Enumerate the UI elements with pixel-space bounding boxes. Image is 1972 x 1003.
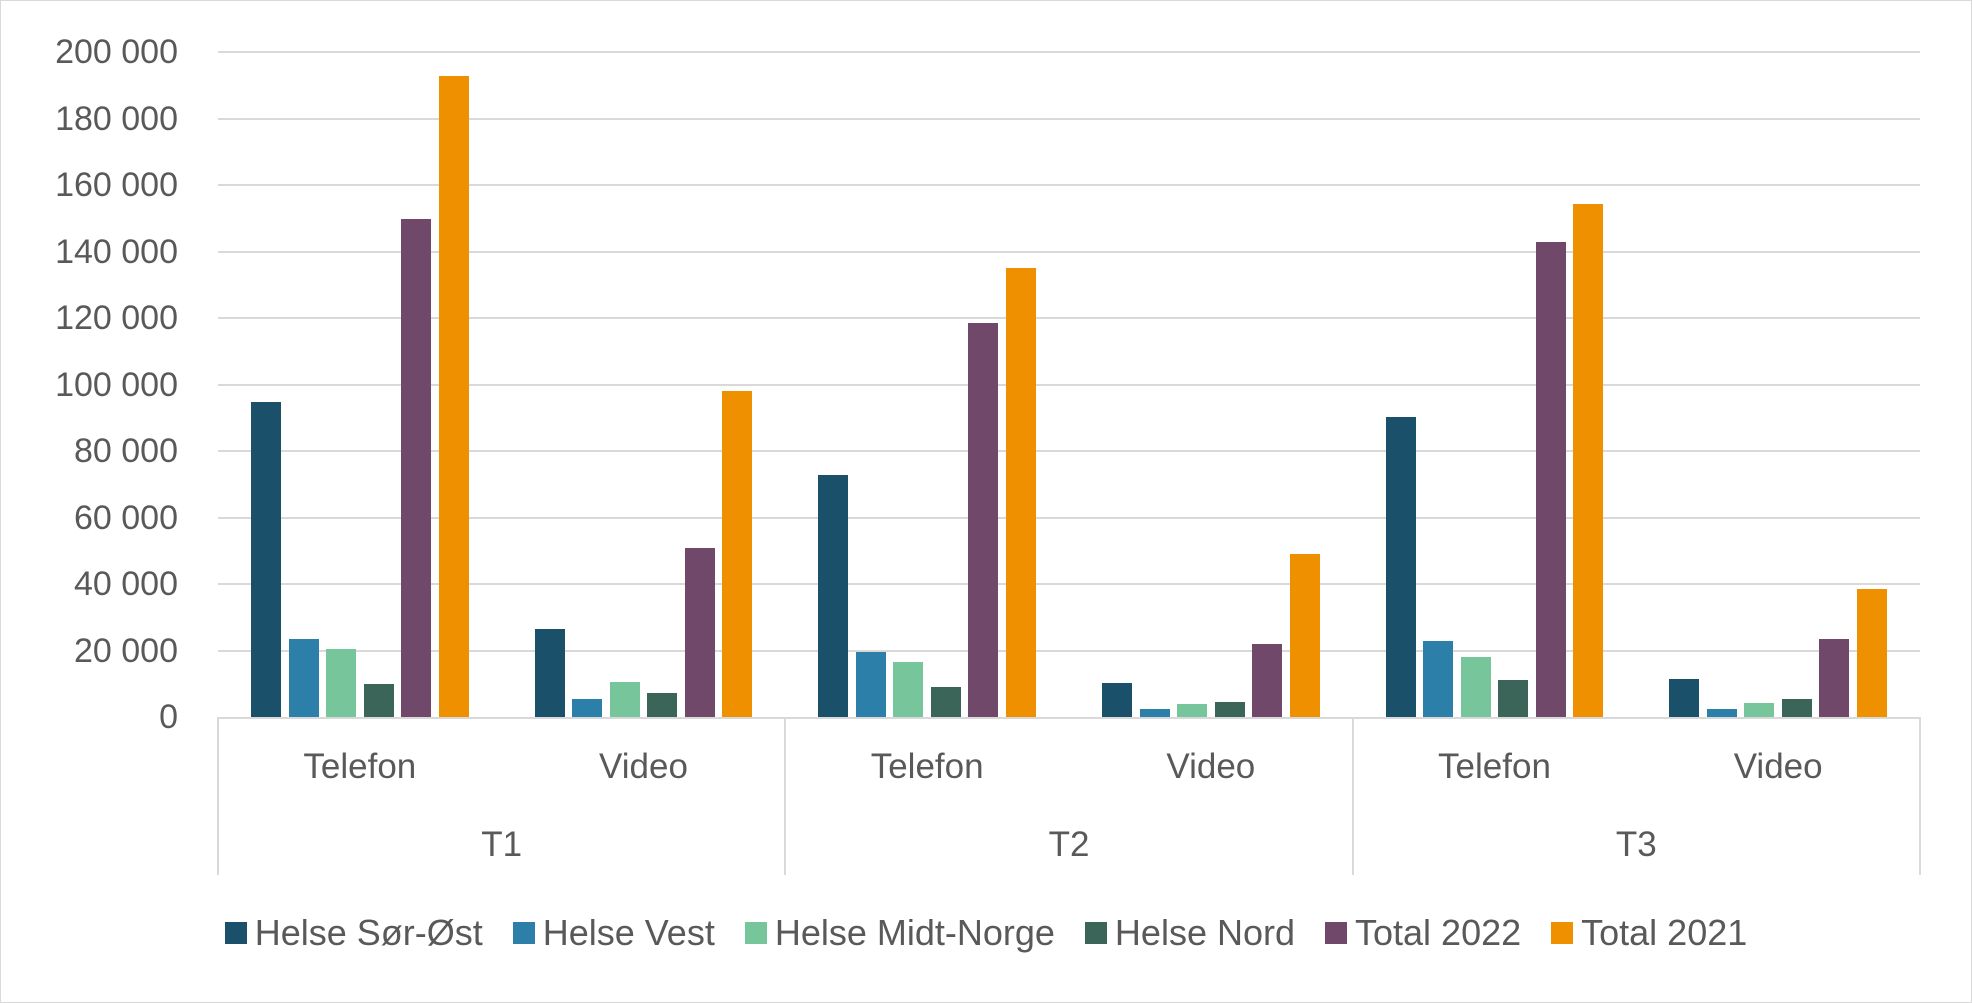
- gridline: [218, 649, 1920, 652]
- bar: [968, 323, 999, 717]
- y-tick-label: 80 000: [74, 432, 178, 470]
- group-separator: [1919, 717, 1921, 875]
- bar: [288, 638, 319, 717]
- bar: [1669, 679, 1700, 717]
- bar: [401, 219, 432, 717]
- y-tick-label: 100 000: [55, 365, 178, 404]
- bar: [1498, 680, 1529, 717]
- bar: [684, 548, 715, 717]
- gridline: [218, 317, 1920, 319]
- bar: [1744, 703, 1775, 717]
- legend-item: Helse Vest: [512, 912, 715, 954]
- plot-area: [218, 51, 1920, 717]
- bar: [1139, 709, 1170, 717]
- bar: [1214, 701, 1245, 717]
- legend-label: Helse Sør-Øst: [254, 912, 483, 953]
- bar: [572, 699, 603, 717]
- bar: [1819, 638, 1850, 717]
- legend-item: Helse Nord: [1084, 912, 1295, 954]
- bar: [1535, 241, 1566, 717]
- y-tick-label: 120 000: [55, 299, 178, 337]
- legend-item: Helse Midt-Norge: [744, 912, 1055, 954]
- x-tick-label: Video: [1733, 747, 1823, 786]
- group-separator: [217, 717, 219, 875]
- x-tick-label: Video: [1166, 747, 1256, 786]
- bar: [818, 474, 849, 717]
- y-tick-label: 20 000: [74, 631, 178, 670]
- legend-item: Helse Sør-Øst: [224, 912, 483, 954]
- bar: [251, 402, 282, 717]
- legend-swatch-icon: [1325, 922, 1347, 944]
- gridline: [218, 450, 1920, 452]
- legend-label: Helse Midt-Norge: [774, 912, 1055, 953]
- x-group-label: T3: [1615, 825, 1657, 864]
- y-tick-label: 160 000: [55, 166, 178, 204]
- y-tick-label: 40 000: [74, 565, 178, 603]
- bar: [326, 648, 357, 717]
- bar: [363, 684, 394, 717]
- x-tick-label: Video: [599, 747, 688, 786]
- legend-label: Helse Vest: [542, 912, 715, 953]
- legend-label: Total 2021: [1581, 912, 1748, 953]
- x-axis-baseline: [218, 717, 1920, 719]
- y-tick-label: 0: [159, 698, 178, 736]
- group-separator: [1351, 717, 1354, 875]
- y-tick-label: 200 000: [55, 33, 178, 71]
- gridline: [218, 250, 1920, 253]
- bar: [647, 692, 678, 717]
- y-tick-label: 140 000: [55, 232, 178, 271]
- gridline: [218, 117, 1920, 120]
- bar: [1005, 267, 1036, 717]
- legend-item: Total 2021: [1551, 912, 1747, 954]
- legend-swatch-icon: [1551, 922, 1574, 944]
- legend-swatch-icon: [512, 922, 535, 944]
- x-tick-label: Telefon: [870, 747, 984, 786]
- x-tick-label: Telefon: [303, 747, 417, 786]
- gridline: [218, 184, 1920, 186]
- y-tick-label: 60 000: [74, 498, 178, 537]
- bar: [1289, 554, 1320, 717]
- gridline: [218, 383, 1920, 386]
- gridline: [218, 516, 1920, 519]
- bar: [1781, 699, 1812, 717]
- bar: [893, 662, 924, 717]
- x-group-label: T1: [481, 825, 523, 864]
- x-axis: Telefon Video Telefon Video Telefon Video T1 T2…: [217, 717, 1921, 875]
- bar: [1177, 703, 1208, 717]
- legend-label: Total 2022: [1355, 912, 1522, 953]
- bar: [1573, 203, 1604, 717]
- bar: [1385, 416, 1416, 717]
- bar: [1460, 657, 1491, 717]
- legend-item: Total 2022: [1325, 912, 1521, 954]
- bar: [534, 628, 565, 717]
- legend-label: Helse Nord: [1114, 912, 1295, 953]
- bar: [1423, 640, 1454, 717]
- bar-series: [218, 52, 1920, 717]
- bar: [930, 687, 961, 717]
- bar: [855, 652, 886, 717]
- gridline: [218, 51, 1920, 53]
- bar: [438, 76, 469, 717]
- bar: [1706, 708, 1737, 717]
- bar: [1856, 589, 1887, 717]
- bar: [1252, 644, 1283, 717]
- legend-swatch-icon: [224, 922, 247, 944]
- legend: Helse Sør-Øst Helse Vest Helse Midt-Norge H…: [0, 912, 1972, 954]
- x-tick-label: Telefon: [1438, 747, 1551, 786]
- x-group-label: T2: [1048, 825, 1090, 864]
- legend-swatch-icon: [744, 922, 767, 944]
- bar: [609, 681, 640, 717]
- group-separator: [784, 717, 787, 875]
- bar: [1102, 683, 1133, 717]
- y-tick-label: 180 000: [55, 99, 178, 138]
- bar: [722, 390, 753, 717]
- gridline: [218, 583, 1920, 585]
- legend-swatch-icon: [1084, 922, 1107, 944]
